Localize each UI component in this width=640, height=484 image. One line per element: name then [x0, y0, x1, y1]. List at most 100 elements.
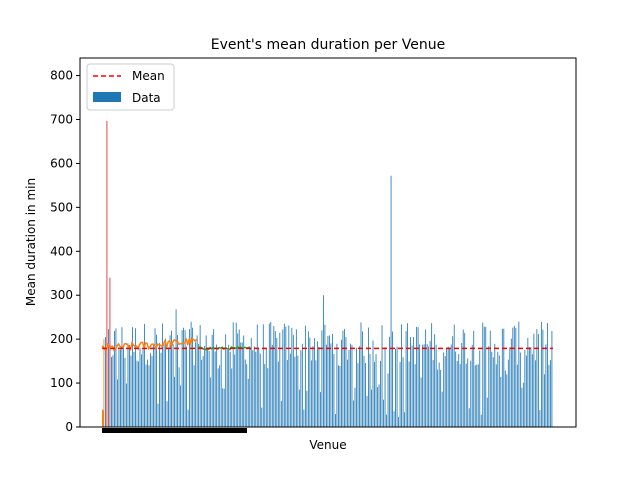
venue-bar [309, 337, 311, 427]
venue-bar [280, 400, 282, 427]
venue-bar [363, 355, 365, 427]
venue-bar [228, 344, 230, 427]
venue-bar [160, 352, 162, 427]
venue-bar [306, 390, 308, 427]
venue-bar [235, 322, 237, 427]
venue-bar [360, 322, 362, 427]
venue-bar [124, 357, 126, 427]
venue-bar [470, 360, 472, 427]
venue-bar [491, 351, 493, 427]
venue-bar [383, 399, 384, 427]
venue-bar [381, 325, 383, 427]
venue-bar [405, 331, 407, 427]
venue-bar [339, 366, 341, 427]
venue-bar [431, 323, 433, 427]
venue-bar [449, 348, 451, 427]
venue-bar [193, 365, 195, 427]
venue-bar [289, 353, 291, 427]
venue-bar [417, 327, 419, 427]
venue-bar [530, 347, 532, 427]
venue-bar [205, 335, 207, 427]
venue-bar [270, 321, 272, 427]
venue-bar [444, 356, 446, 427]
venue-bar [196, 335, 198, 427]
venue-bar [384, 347, 386, 427]
venue-bar [142, 347, 144, 427]
venue-bar [111, 357, 112, 427]
venue-bar [195, 342, 197, 427]
venue-bar [178, 367, 180, 427]
venue-bar [157, 403, 159, 427]
venue-bar [213, 329, 215, 427]
venue-bar [353, 400, 354, 427]
venue-bar [127, 343, 129, 427]
legend-mean-label: Mean [132, 69, 165, 83]
venue-bar [259, 353, 261, 427]
venue-bar [219, 365, 221, 427]
venue-bar [298, 389, 300, 427]
y-tick-label: 0 [65, 420, 73, 434]
venue-bar [204, 346, 206, 427]
venue-bar [326, 344, 327, 427]
venue-bar [471, 344, 473, 427]
venue-bar [324, 324, 326, 427]
venue-bar [249, 349, 251, 427]
venue-bar [341, 339, 342, 427]
legend: Mean Data [86, 63, 175, 111]
venue-bar [531, 354, 533, 427]
venue-bar [366, 395, 368, 427]
venue-bar [279, 332, 281, 427]
venue-bar [392, 331, 393, 427]
venue-bar [416, 326, 418, 427]
venue-bar [371, 389, 372, 427]
venue-bar [551, 331, 553, 427]
venue-bar [375, 354, 377, 427]
venue-bar [344, 328, 345, 427]
venue-bar [329, 335, 330, 427]
venue-bar [292, 334, 294, 427]
venue-bar [422, 344, 424, 427]
venue-bar [350, 343, 351, 427]
venue-bar [465, 363, 467, 427]
venue-bar [368, 327, 369, 427]
venue-bar [540, 322, 542, 427]
venue-bar [147, 359, 148, 427]
venue-bar [223, 388, 225, 427]
venue-bar [537, 334, 539, 427]
venue-bar [130, 355, 132, 427]
venue-bar [354, 387, 356, 427]
venue-bar [117, 379, 118, 427]
y-axis: 0 100 200 300 400 500 600 700 800 [50, 69, 80, 434]
venue-bar [527, 337, 529, 427]
venue-bar [121, 327, 123, 427]
venue-bar [295, 329, 297, 427]
venue-bar [372, 340, 374, 427]
venue-bar [504, 370, 506, 427]
venue-bar [184, 330, 186, 427]
y-tick-label: 200 [50, 332, 73, 346]
venue-bar [267, 368, 269, 427]
venue-bar [247, 378, 249, 427]
y-tick-label: 400 [50, 244, 73, 258]
venue-bar [369, 353, 371, 427]
venue-bar [342, 330, 344, 427]
venue-bar [129, 344, 130, 427]
venue-bar [187, 409, 189, 427]
venue-bar [510, 338, 512, 427]
venue-bar [410, 337, 412, 427]
venue-bar [139, 347, 141, 427]
venue-bar [378, 384, 380, 427]
venue-bar [356, 347, 357, 427]
venue-bar [123, 346, 124, 427]
venue-bar [246, 364, 248, 427]
venue-bar [522, 382, 524, 427]
venue-bar [156, 334, 157, 427]
venue-bar [393, 411, 395, 427]
venue-bar [528, 347, 530, 427]
venue-bar [301, 343, 303, 427]
venue-bar [151, 355, 153, 427]
venue-bar [426, 344, 428, 427]
venue-bar [133, 351, 135, 427]
venue-bar [141, 354, 142, 427]
